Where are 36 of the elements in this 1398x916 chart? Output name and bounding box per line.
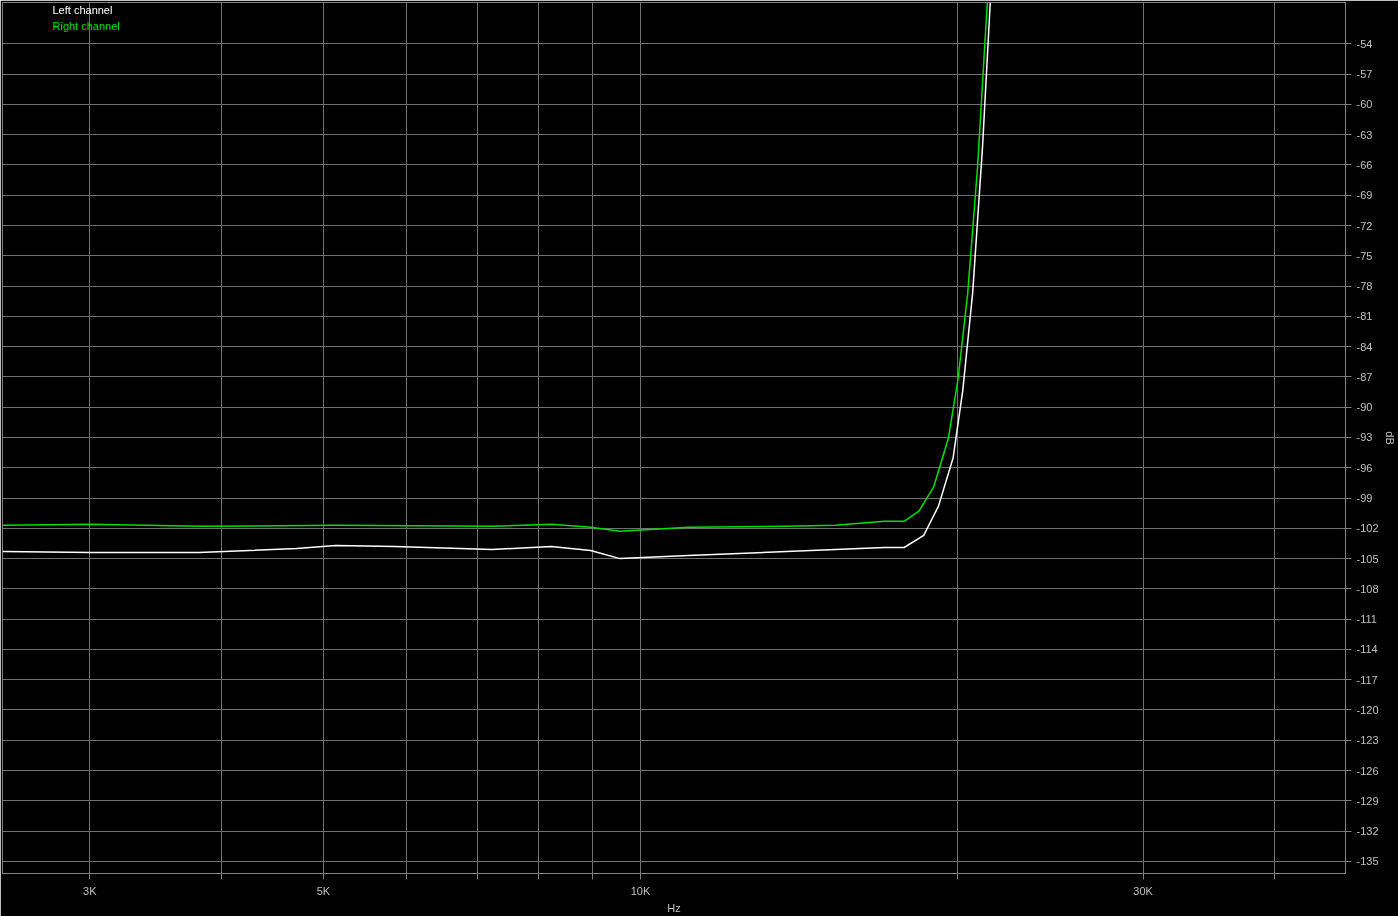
y-tick-label: -87 — [1356, 370, 1373, 383]
y-tick-label: -60 — [1356, 98, 1373, 111]
y-tick-label: -117 — [1356, 673, 1378, 686]
y-tick-label: -129 — [1356, 794, 1379, 807]
y-tick-label: -66 — [1356, 158, 1373, 171]
y-tick-label: -132 — [1356, 825, 1379, 838]
y-tick-label: -105 — [1356, 552, 1379, 565]
y-tick-label: -84 — [1356, 340, 1373, 353]
y-tick-label: -54 — [1356, 37, 1373, 50]
y-tick-label: -93 — [1356, 431, 1373, 444]
y-tick-label: -114 — [1356, 643, 1378, 656]
y-tick-label: -81 — [1356, 310, 1373, 323]
y-tick-label: -72 — [1356, 219, 1373, 232]
y-tick-label: -120 — [1356, 704, 1379, 716]
y-tick-label: -135 — [1356, 855, 1379, 868]
y-tick-label: -102 — [1356, 522, 1379, 535]
x-tick-label: 10K — [630, 884, 651, 897]
y-tick-label: -78 — [1356, 280, 1373, 293]
y-tick-label: -90 — [1356, 401, 1373, 414]
text: Right channel — [52, 19, 120, 32]
y-tick-label: -96 — [1356, 461, 1373, 474]
y-tick-label: -126 — [1356, 764, 1379, 777]
y-tick-label: -108 — [1356, 582, 1379, 595]
y-tick-label: -57 — [1356, 68, 1373, 81]
y-tick-label: -69 — [1356, 189, 1373, 202]
y-tick-label: -123 — [1356, 734, 1379, 747]
x-axis-title: Hz — [667, 901, 681, 914]
x-tick-label: 3K — [83, 884, 98, 897]
y-tick-label: -99 — [1356, 492, 1373, 505]
x-tick-label: 30K — [1133, 884, 1154, 897]
y-axis-title: dB — [1383, 431, 1396, 445]
text: Left channel — [52, 3, 113, 16]
y-tick-label: -63 — [1356, 128, 1373, 141]
y-tick-label: -75 — [1356, 249, 1373, 262]
y-tick-label: -111 — [1356, 613, 1377, 626]
x-tick-label: 5K — [316, 884, 331, 897]
